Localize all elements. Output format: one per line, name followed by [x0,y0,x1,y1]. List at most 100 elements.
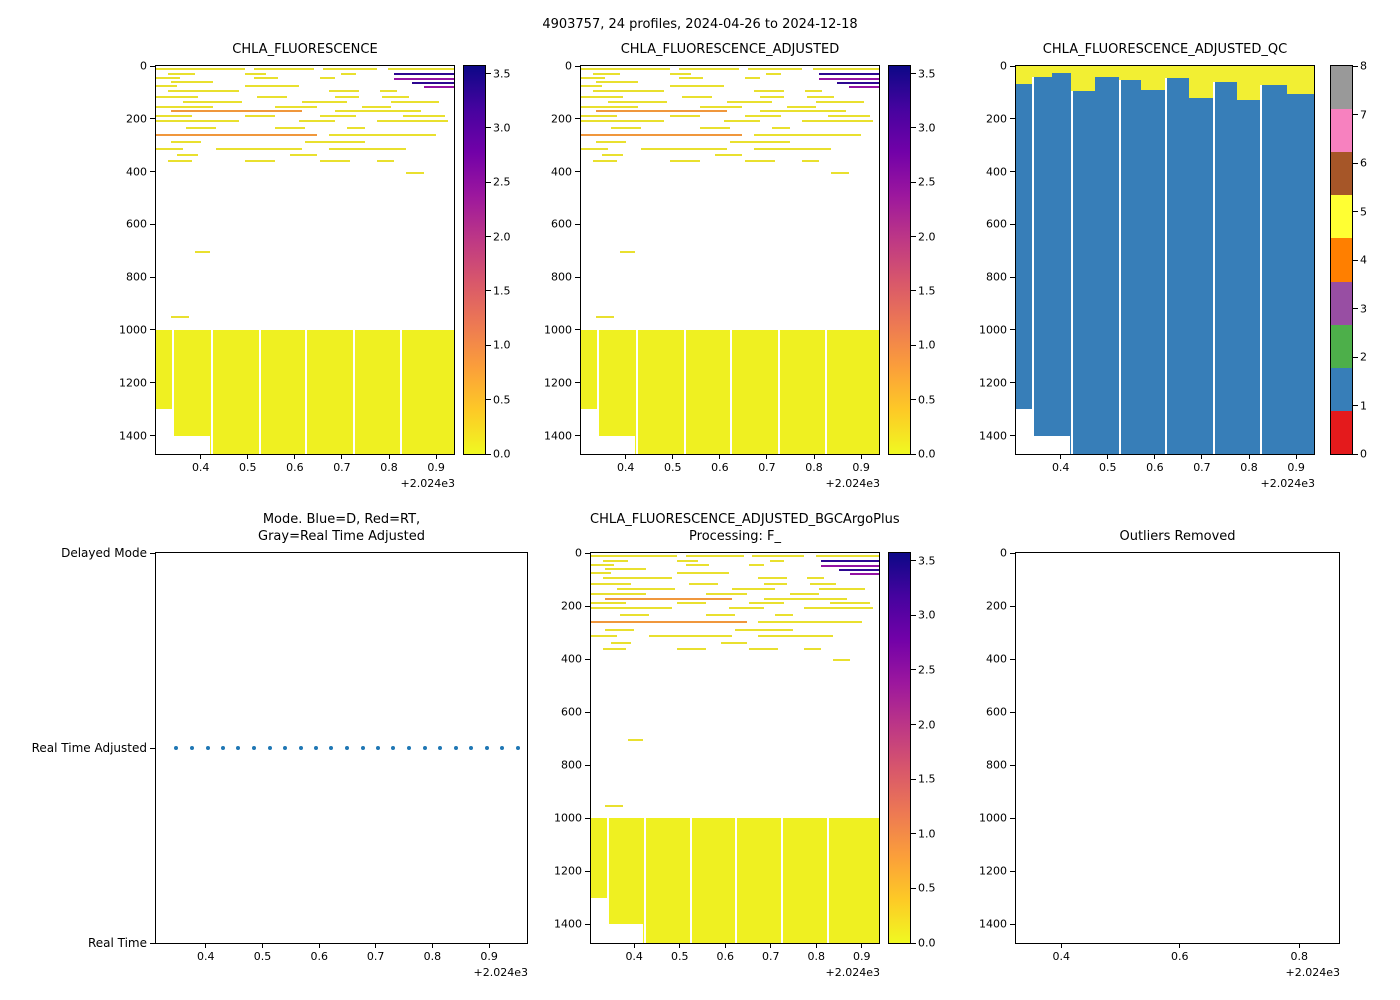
data-streak [758,635,833,638]
colorbar-tick-label: 2.0 [493,230,511,244]
colorbar-tick-mark [911,344,916,346]
y-tick-label: 1200 [544,376,572,390]
colorbar-tick-mark [911,236,916,238]
colorbar-tick-mark [1353,259,1358,261]
x-tick-mark [860,454,862,459]
y-tick-mark [1010,223,1015,225]
p5-plot-area [591,553,879,943]
y-tick-mark [1010,870,1015,872]
profile-gap [211,329,214,454]
x-offset-label: +2.024e3 [1285,966,1340,979]
heatmap-chla-fluorescence: 0 200 400 600 800 1000 1200 1400 0.4 0.5 0.6 0.7 0.8… [119,60,455,474]
data-streak [727,100,772,103]
data-streak [771,126,790,129]
profile-dot [407,746,412,750]
data-streak [581,120,665,123]
p6-plot-area [1016,553,1339,943]
y-tick-mark [585,764,590,766]
x-tick-mark [388,454,390,459]
colorbar-tick-label: 1.0 [493,338,511,352]
colorbar-tick-label: 0 [1360,447,1367,461]
y-tick-mark [150,942,155,944]
colorbar-tick-label: 2.0 [918,718,936,731]
data-streak [850,572,879,575]
x-tick-label: 0.4 [1051,461,1070,474]
x-tick-label: 0.8 [1290,950,1309,963]
x-tick-mark [1298,943,1300,948]
y-tick-mark [575,435,580,437]
profile-dot [453,746,458,750]
x-tick-label: 0.9 [427,461,445,474]
data-streak [628,738,643,741]
y-tick-mark [585,658,590,660]
x-tick-mark [1154,454,1156,459]
y-tick-mark [150,435,155,437]
data-streak [581,106,638,109]
y-tick-label: 1000 [979,323,1007,337]
x-offset-label: +2.024e3 [825,477,880,490]
profile-dot [484,746,489,750]
y-tick-label: 400 [561,652,582,666]
qc-flag-patch [1118,66,1142,80]
profile-dot [345,746,350,750]
data-streak [679,77,704,80]
y-tick-label: 0 [565,59,572,73]
data-streak [677,647,707,650]
deep-data-block [581,329,598,410]
profile-dot [500,746,505,750]
y-tick-label: 600 [126,217,147,231]
profile-gap [1260,66,1263,454]
data-streak [379,90,398,93]
x-tick-mark [766,454,768,459]
x-tick-mark [1060,454,1062,459]
qc-good-block [1016,66,1033,410]
y-tick-label: 800 [986,758,1007,772]
x-tick-label: 0.7 [333,461,351,474]
data-streak [334,95,359,98]
y-tick-label: 1400 [979,429,1007,443]
data-streak [302,100,347,103]
colorbar-tick-mark [486,453,491,455]
data-streak [677,559,698,562]
data-streak [849,85,879,88]
data-streak [194,250,210,253]
data-streak [595,81,638,84]
colorbar-tick-mark [911,290,916,292]
x-tick-label: 0.4 [191,461,210,474]
data-streak [167,160,192,163]
x-tick-label: 0.7 [366,950,385,963]
qc-flag-patch [1212,66,1237,82]
colorbar-tick-label: 3.0 [493,121,511,135]
x-tick-label: 0.4 [1052,950,1070,963]
y-tick-mark [585,552,590,554]
data-streak [170,141,201,144]
x-tick-mark [318,943,320,948]
data-streak [602,577,672,580]
data-streak [821,560,879,563]
data-streak [605,804,623,807]
colorbar-cell [1331,281,1352,325]
y-tick-label: 200 [126,112,147,126]
x-tick-mark [724,943,726,948]
y-tick-label: 1000 [979,811,1007,825]
y-tick-label: 400 [551,165,572,179]
data-streak [156,120,240,123]
y-tick-label: 1200 [554,864,582,878]
x-tick-mark [719,454,721,459]
data-streak [257,95,288,98]
profile-dot [329,746,334,750]
profile-dot [298,746,303,750]
data-streak [706,593,747,596]
y-tick-label: 1000 [544,323,572,337]
profile-dot [174,746,179,750]
deep-data-block [209,329,454,454]
profile-dot [251,746,256,750]
data-streak [807,95,835,98]
data-streak [361,106,392,109]
data-streak [724,120,760,123]
data-streak [581,115,617,118]
data-streak [591,607,672,610]
profile-dot [189,746,194,750]
data-streak [677,602,707,605]
y-tick-mark [575,171,580,173]
